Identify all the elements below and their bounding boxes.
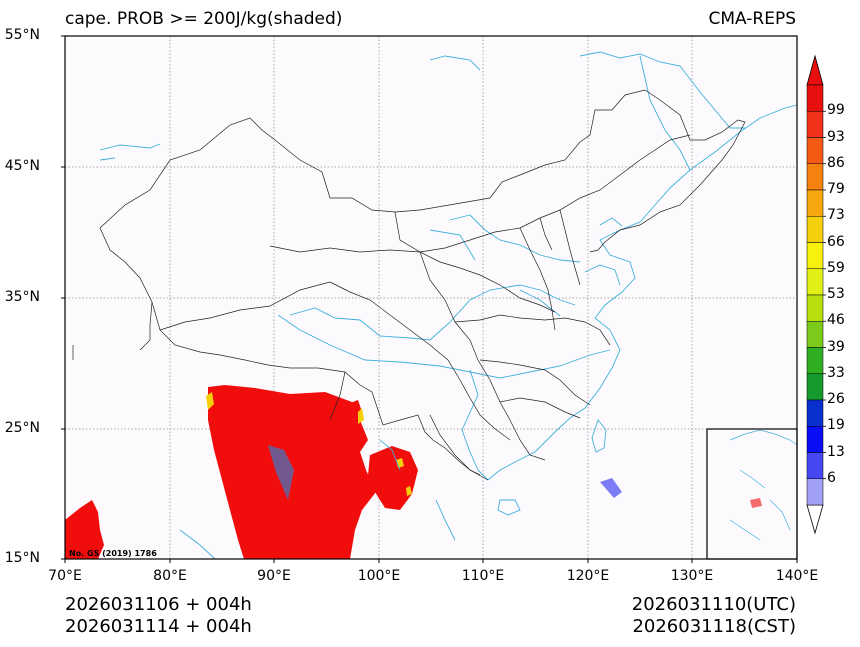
colorbar-segment (806, 373, 824, 401)
colorbar-label: 39 (827, 338, 845, 355)
map-background (65, 36, 797, 559)
lat-label-55n: 55°N (4, 27, 40, 43)
colorbar-label: 26 (827, 391, 845, 407)
colorbar-segment (806, 268, 824, 296)
valid-time-cst: 2026031118(CST) (632, 616, 796, 637)
lat-label-25n: 25°N (4, 420, 40, 436)
colorbar-bottom-arrow (806, 504, 824, 535)
colorbar-label: 13 (827, 443, 845, 460)
init-time-cst: 2026031114 + 004h (65, 616, 252, 637)
lon-label-90e: 90°E (257, 568, 291, 584)
political-borders (99, 89, 746, 481)
lon-label-120e: 120°E (566, 568, 610, 584)
colorbar-segment (806, 321, 824, 348)
lon-label-100e: 100°E (357, 568, 401, 584)
colorbar-label: 93 (827, 128, 845, 145)
lon-label-110e: 110°E (461, 568, 505, 584)
colorbar-label: 46 (827, 312, 845, 329)
colorbar-segment (806, 294, 824, 322)
colorbar (806, 54, 826, 535)
inset-shading (750, 498, 762, 508)
lat-label-15n: 15°N (4, 550, 40, 566)
colorbar-label: 59 (827, 259, 845, 276)
colorbar-label: 73 (827, 207, 845, 224)
colorbar-label: 86 (827, 154, 845, 171)
valid-time-utc: 2026031110(UTC) (631, 594, 796, 615)
chart-title: cape. PROB >= 200J/kg(shaded) (65, 9, 343, 29)
axis-ticks (61, 35, 798, 563)
colorbar-segment (806, 163, 824, 191)
colorbar-label: 6 (827, 469, 836, 486)
map-approval-number: No. GS (2019) 1786 (69, 549, 157, 558)
inset-map (706, 428, 798, 560)
lat-label-35n: 35°N (4, 289, 40, 305)
colorbar-segment (806, 399, 824, 427)
colorbar-segment (806, 111, 824, 138)
colorbar-segment (806, 478, 824, 506)
coastlines-rivers (99, 51, 798, 560)
colorbar-label: 19 (827, 417, 845, 434)
colorbar-segment (806, 452, 824, 479)
colorbar-segment (806, 84, 824, 112)
colorbar-label: 33 (827, 364, 845, 381)
colorbar-segment (806, 137, 824, 164)
init-time-utc: 2026031106 + 004h (65, 594, 252, 615)
lon-label-70e: 70°E (48, 568, 82, 584)
colorbar-segment (806, 242, 824, 269)
model-name: CMA-REPS (708, 9, 796, 29)
colorbar-label: 79 (827, 181, 845, 197)
colorbar-segment (806, 216, 824, 243)
colorbar-segment (806, 189, 824, 217)
lat-label-45n: 45°N (4, 158, 40, 174)
inset-coastlines (729, 429, 798, 541)
lon-label-140e: 140°E (775, 568, 819, 584)
colorbar-segment (806, 426, 824, 453)
colorbar-top-arrow (806, 54, 824, 86)
lon-label-130e: 130°E (670, 568, 714, 584)
colorbar-segment (806, 347, 824, 374)
colorbar-label: 99 (827, 102, 845, 119)
colorbar-label: 66 (827, 233, 845, 250)
lon-label-80e: 80°E (153, 568, 187, 584)
gridlines (65, 36, 797, 559)
colorbar-label: 53 (827, 286, 845, 302)
